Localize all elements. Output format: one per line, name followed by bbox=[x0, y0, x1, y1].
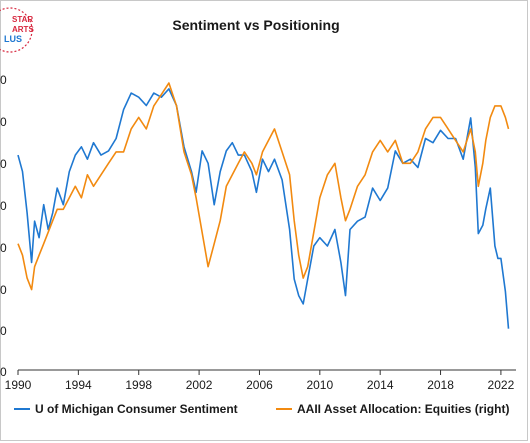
x-tick-label: 1990 bbox=[5, 378, 32, 392]
logo-line-1: STAR bbox=[12, 15, 33, 24]
logo-ring-icon bbox=[0, 7, 33, 53]
legend-label-umich: U of Michigan Consumer Sentiment bbox=[35, 402, 238, 416]
chart-title: Sentiment vs Positioning bbox=[172, 17, 339, 33]
x-tick-label: 2014 bbox=[367, 378, 394, 392]
series-line-umich bbox=[17, 88, 510, 329]
x-tick-label: 2018 bbox=[427, 378, 454, 392]
x-axis-ticks: 1990 1994 1998 2002 2006 2010 2014 2018 2022 bbox=[5, 370, 515, 392]
left-tick-label: 0 bbox=[0, 73, 7, 87]
x-tick-label: 2022 bbox=[488, 378, 515, 392]
left-tick-label: 0 bbox=[0, 157, 7, 171]
x-tick-label: 2006 bbox=[246, 378, 273, 392]
left-tick-label: 0 bbox=[0, 283, 7, 297]
x-tick-label: 1994 bbox=[65, 378, 92, 392]
x-tick-label: 1998 bbox=[125, 378, 152, 392]
left-tick-label: 0 bbox=[0, 365, 7, 379]
logo: STAR ARTS LUS bbox=[0, 7, 34, 53]
legend: U of Michigan Consumer Sentiment AAII As… bbox=[14, 402, 509, 416]
left-axis-ticks: 0 0 0 0 0 0 0 0 bbox=[0, 73, 7, 379]
x-tick-label: 2010 bbox=[306, 378, 333, 392]
left-tick-label: 0 bbox=[0, 241, 7, 255]
left-tick-label: 0 bbox=[0, 324, 7, 338]
left-tick-label: 0 bbox=[0, 199, 7, 213]
x-tick-label: 2002 bbox=[186, 378, 213, 392]
legend-label-aaii: AAII Asset Allocation: Equities (right) bbox=[297, 402, 509, 416]
left-tick-label: 0 bbox=[0, 115, 7, 129]
series-line-aaii bbox=[17, 82, 510, 291]
logo-line-3: LUS bbox=[4, 34, 22, 44]
logo-line-2: ARTS bbox=[12, 25, 34, 34]
